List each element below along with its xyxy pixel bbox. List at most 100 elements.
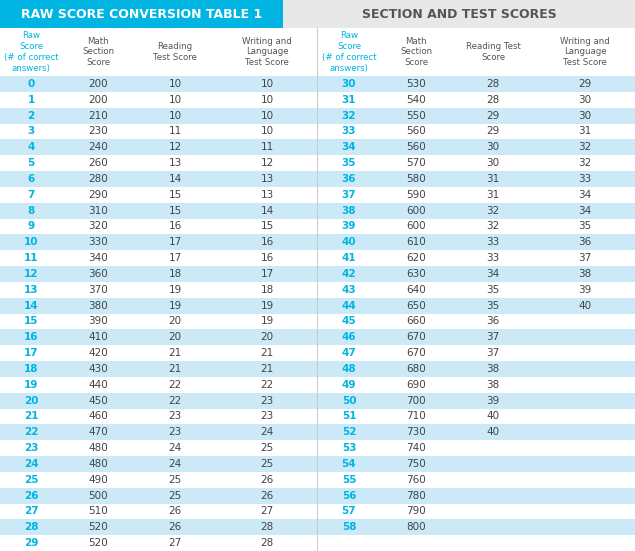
FancyBboxPatch shape (318, 282, 635, 298)
Text: 25: 25 (168, 475, 182, 485)
Text: 15: 15 (168, 206, 182, 215)
Text: 26: 26 (168, 506, 182, 516)
Text: 700: 700 (406, 396, 426, 406)
Text: 480: 480 (88, 459, 108, 469)
Text: 46: 46 (342, 332, 356, 342)
Text: 30: 30 (342, 79, 356, 89)
FancyBboxPatch shape (318, 377, 635, 393)
FancyBboxPatch shape (0, 488, 318, 504)
FancyBboxPatch shape (318, 329, 635, 345)
FancyBboxPatch shape (318, 219, 635, 234)
Text: 22: 22 (260, 380, 274, 390)
Text: 560: 560 (406, 142, 426, 152)
Text: 12: 12 (168, 142, 182, 152)
Text: 33: 33 (486, 237, 500, 247)
Text: 23: 23 (260, 412, 274, 422)
Text: 390: 390 (88, 316, 108, 326)
Text: 560: 560 (406, 126, 426, 137)
FancyBboxPatch shape (0, 234, 318, 250)
Text: 19: 19 (168, 285, 182, 295)
Text: 18: 18 (260, 285, 274, 295)
Text: 490: 490 (88, 475, 108, 485)
Text: 56: 56 (342, 490, 356, 500)
Text: 600: 600 (406, 206, 426, 215)
FancyBboxPatch shape (0, 155, 318, 171)
Text: 57: 57 (342, 506, 356, 516)
Text: 25: 25 (168, 490, 182, 500)
Text: 52: 52 (342, 427, 356, 437)
Text: 520: 520 (88, 538, 108, 548)
Text: 19: 19 (168, 301, 182, 311)
Text: 9: 9 (27, 222, 34, 231)
Text: 28: 28 (486, 95, 500, 105)
Text: 31: 31 (578, 126, 592, 137)
Text: Math
Section
Score: Math Section Score (82, 37, 114, 67)
FancyBboxPatch shape (0, 345, 318, 361)
Text: 370: 370 (88, 285, 108, 295)
FancyBboxPatch shape (0, 472, 318, 488)
FancyBboxPatch shape (318, 266, 635, 282)
Text: 10: 10 (260, 95, 274, 105)
FancyBboxPatch shape (318, 123, 635, 139)
Text: 29: 29 (578, 79, 592, 89)
Text: 15: 15 (260, 222, 274, 231)
Text: 22: 22 (168, 396, 182, 406)
Text: 38: 38 (486, 380, 500, 390)
Text: 38: 38 (342, 206, 356, 215)
FancyBboxPatch shape (0, 282, 318, 298)
Text: 28: 28 (260, 538, 274, 548)
Text: 690: 690 (406, 380, 426, 390)
Text: 37: 37 (578, 253, 592, 263)
FancyBboxPatch shape (0, 123, 318, 139)
Text: 750: 750 (406, 459, 426, 469)
Text: 36: 36 (486, 316, 500, 326)
Text: 360: 360 (88, 269, 108, 279)
Text: 380: 380 (88, 301, 108, 311)
Text: 34: 34 (578, 206, 592, 215)
Text: RAW SCORE CONVERSION TABLE 1: RAW SCORE CONVERSION TABLE 1 (21, 8, 262, 20)
Text: 39: 39 (486, 396, 500, 406)
Text: 680: 680 (406, 364, 426, 374)
FancyBboxPatch shape (318, 314, 635, 329)
Text: 40: 40 (342, 237, 356, 247)
Text: 710: 710 (406, 412, 426, 422)
Text: 11: 11 (23, 253, 38, 263)
FancyBboxPatch shape (318, 155, 635, 171)
FancyBboxPatch shape (318, 139, 635, 155)
Text: 27: 27 (260, 506, 274, 516)
Text: 30: 30 (486, 158, 500, 168)
Text: 21: 21 (260, 364, 274, 374)
Text: 640: 640 (406, 285, 426, 295)
Text: 29: 29 (486, 111, 500, 121)
Text: 0: 0 (27, 79, 35, 89)
Text: Reading
Test Score: Reading Test Score (153, 42, 197, 62)
Text: 32: 32 (486, 222, 500, 231)
Text: 45: 45 (342, 316, 356, 326)
Text: 470: 470 (88, 427, 108, 437)
FancyBboxPatch shape (283, 0, 635, 28)
Text: 25: 25 (23, 475, 38, 485)
FancyBboxPatch shape (318, 408, 635, 424)
Text: 10: 10 (168, 95, 182, 105)
Text: SECTION AND TEST SCORES: SECTION AND TEST SCORES (361, 8, 556, 20)
Text: 50: 50 (342, 396, 356, 406)
Text: 28: 28 (23, 522, 38, 532)
Text: 31: 31 (342, 95, 356, 105)
Text: 7: 7 (27, 190, 35, 200)
FancyBboxPatch shape (0, 520, 318, 535)
Text: 34: 34 (342, 142, 356, 152)
Text: 310: 310 (88, 206, 108, 215)
Text: 730: 730 (406, 427, 426, 437)
Text: 37: 37 (486, 348, 500, 358)
Text: 25: 25 (260, 459, 274, 469)
Text: 760: 760 (406, 475, 426, 485)
Text: 420: 420 (88, 348, 108, 358)
Text: 39: 39 (578, 285, 592, 295)
Text: 54: 54 (342, 459, 356, 469)
FancyBboxPatch shape (318, 520, 635, 535)
Text: 1: 1 (27, 95, 35, 105)
FancyBboxPatch shape (0, 535, 318, 551)
Text: 450: 450 (88, 396, 108, 406)
FancyBboxPatch shape (0, 393, 318, 408)
Text: 26: 26 (23, 490, 38, 500)
